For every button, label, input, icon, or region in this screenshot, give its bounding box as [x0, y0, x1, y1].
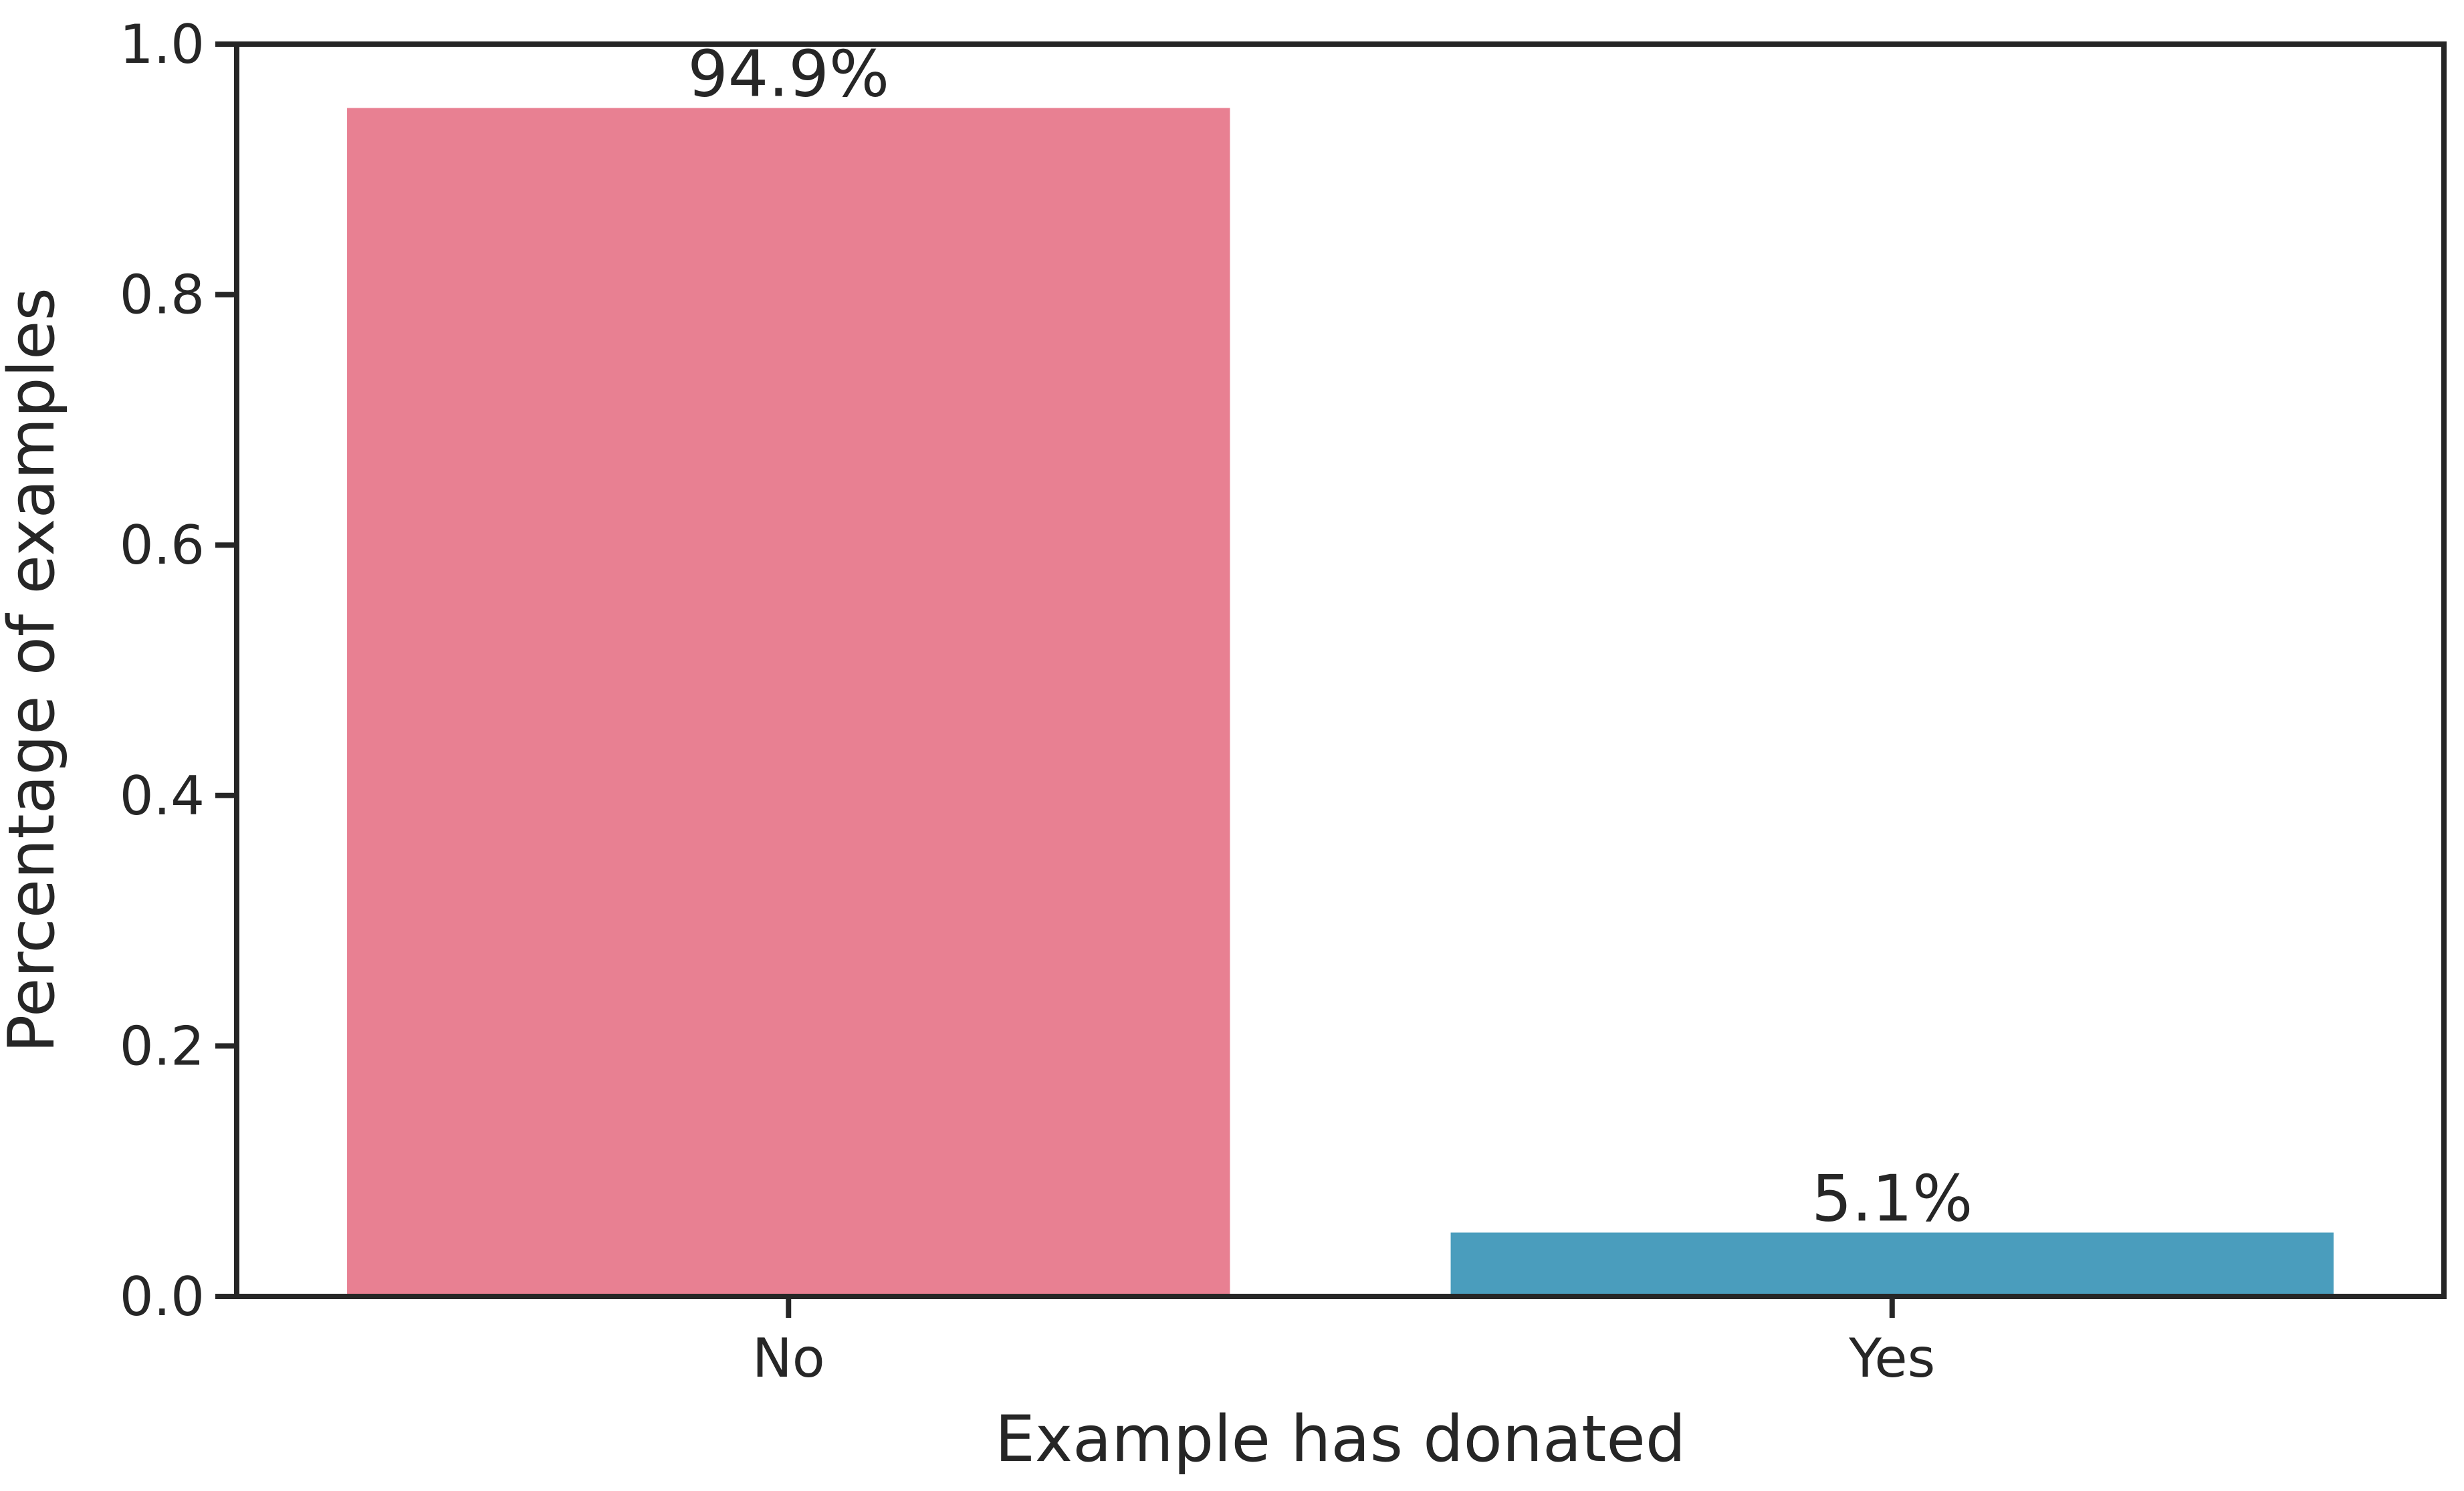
y-axis: 0.0 0.2 0.4 0.6 0.8 1.0 — [120, 13, 237, 1328]
y-tick-label: 0.8 — [120, 264, 205, 326]
y-tick-label: 0.2 — [120, 1015, 205, 1077]
bars-group — [347, 108, 2334, 1297]
x-axis-label: Example has donated — [995, 1403, 1686, 1476]
data-label-yes: 5.1% — [1811, 1162, 1973, 1236]
x-axis: No Yes — [752, 1296, 1935, 1389]
y-tick-label: 0.4 — [120, 765, 205, 827]
data-label-no: 94.9% — [687, 38, 889, 112]
bar-yes — [1450, 1232, 2334, 1296]
y-axis-label: Percentage of examples — [0, 288, 69, 1053]
x-tick-label: Yes — [1848, 1327, 1935, 1389]
y-tick-label: 0.6 — [120, 514, 205, 576]
x-tick-label: No — [752, 1327, 825, 1389]
plot-frame — [234, 41, 2447, 1299]
y-tick-label: 0.0 — [120, 1266, 205, 1328]
data-labels-group: 94.9% 5.1% — [687, 38, 1973, 1236]
bar-no — [347, 108, 1230, 1297]
y-tick-label: 1.0 — [120, 13, 205, 76]
